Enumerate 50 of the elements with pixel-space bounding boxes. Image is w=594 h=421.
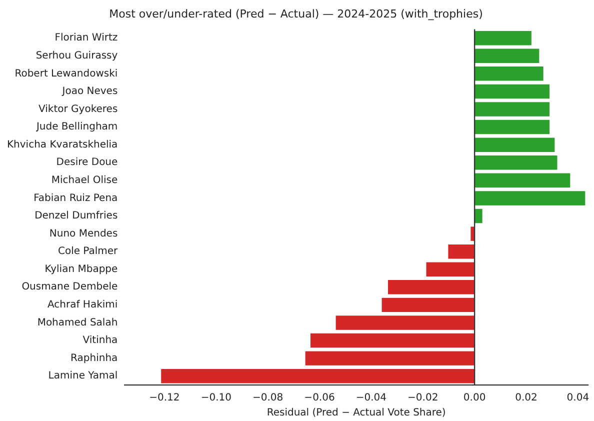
x-tick-label: −0.10 xyxy=(200,392,232,404)
x-tick-label: 0.04 xyxy=(566,392,590,404)
bar xyxy=(474,191,586,206)
y-tick-label: Denzel Dumfries xyxy=(34,210,118,222)
bar xyxy=(474,138,555,152)
x-tick-label: −0.04 xyxy=(356,392,387,404)
y-tick-label: Raphinha xyxy=(70,352,118,364)
bar xyxy=(382,298,475,312)
y-tick-label: Achraf Hakimi xyxy=(47,300,118,311)
y-tick-label: Robert Lewandowski xyxy=(14,68,118,80)
bar xyxy=(474,84,550,99)
y-tick-label: Joao Neves xyxy=(61,86,118,98)
y-tick-label: Michael Olise xyxy=(51,175,118,186)
chart-title: Most over/under-rated (Pred − Actual) — 2024-2025 (with_trophies) xyxy=(109,7,483,20)
x-tick-label: −0.08 xyxy=(252,392,284,404)
bar xyxy=(388,280,475,294)
bar xyxy=(474,208,482,224)
bar xyxy=(474,173,570,188)
x-tick-label: 0.02 xyxy=(515,392,538,404)
bar xyxy=(336,316,475,330)
bar xyxy=(474,66,544,81)
y-tick-label: Ousmane Dembele xyxy=(22,282,118,293)
x-tick-label: −0.02 xyxy=(408,392,438,404)
x-tick-label: −0.12 xyxy=(149,392,180,404)
x-tick-label: −0.06 xyxy=(304,392,335,404)
y-tick-label: Lamine Yamal xyxy=(48,370,118,382)
y-tick-label: Viktor Gyokeres xyxy=(38,104,118,115)
bar xyxy=(161,368,475,384)
bar xyxy=(474,102,550,116)
y-tick-label: Nuno Mendes xyxy=(49,228,118,240)
y-tick-label: Kylian Mbappe xyxy=(44,264,118,275)
y-tick-label: Fabian Ruiz Pena xyxy=(34,192,118,204)
y-tick-label: Serhou Guirassy xyxy=(36,50,118,62)
bar xyxy=(305,351,475,366)
x-axis-title: Residual (Pred − Actual Vote Share) xyxy=(266,408,446,419)
bar xyxy=(474,156,558,170)
bar xyxy=(448,244,475,259)
bar xyxy=(474,120,550,134)
bar xyxy=(474,48,540,63)
bar xyxy=(474,30,532,46)
y-tick-label: Jude Bellingham xyxy=(35,122,118,133)
y-tick-label: Khvicha Kvaratskhelia xyxy=(6,139,118,150)
y-tick-label: Cole Palmer xyxy=(58,246,119,258)
bar xyxy=(310,333,475,348)
x-tick-label: 0.00 xyxy=(463,392,486,404)
y-tick-label: Mohamed Salah xyxy=(37,317,118,328)
y-tick-label: Vitinha xyxy=(82,335,118,346)
y-tick-label: Desire Doue xyxy=(56,157,118,168)
y-tick-label: Florian Wirtz xyxy=(54,32,118,44)
bar xyxy=(426,262,475,276)
